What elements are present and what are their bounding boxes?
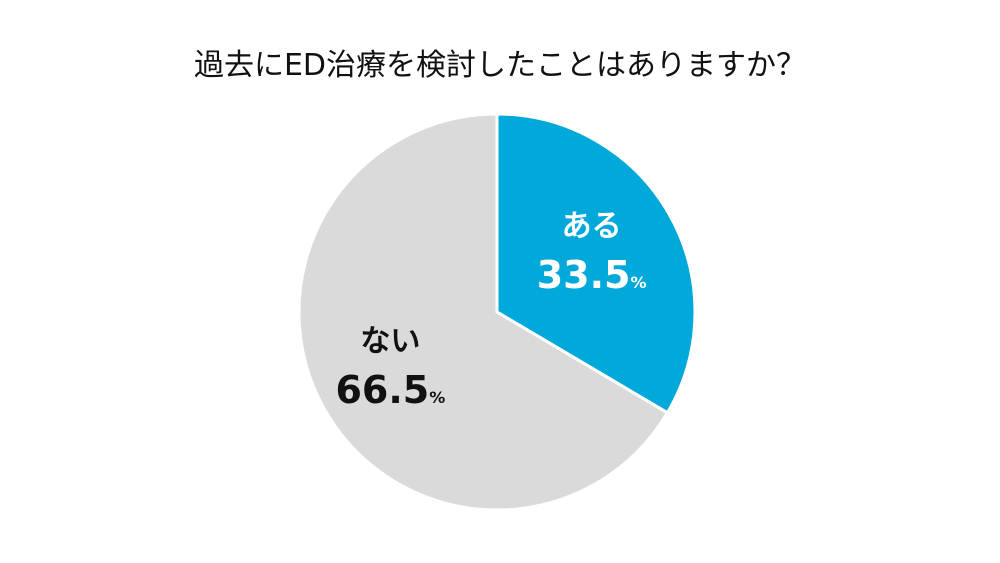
slice-value-label: 33.5% bbox=[537, 253, 647, 297]
slice-value-unit: % bbox=[429, 388, 445, 407]
chart-title: 過去にED治療を検討したことはありますか？ bbox=[193, 48, 807, 83]
slice-value-label: 66.5% bbox=[335, 368, 445, 412]
slice-label-group-2: ない 66.5% bbox=[335, 324, 445, 412]
slice-category-label: ある bbox=[562, 209, 622, 244]
pie-slice-1 bbox=[495, 112, 697, 415]
slice-label-group-1: ある 33.5% bbox=[537, 209, 647, 297]
pie-labels: ある 33.5% ない 66.5% bbox=[335, 209, 646, 412]
pie-slices bbox=[297, 112, 697, 512]
slice-value-number: 33.5 bbox=[537, 253, 631, 297]
slice-value-number: 66.5 bbox=[335, 368, 429, 412]
pie-slice-2 bbox=[297, 112, 670, 512]
slice-value-unit: % bbox=[630, 273, 646, 292]
slice-category-label: ない bbox=[360, 324, 420, 359]
